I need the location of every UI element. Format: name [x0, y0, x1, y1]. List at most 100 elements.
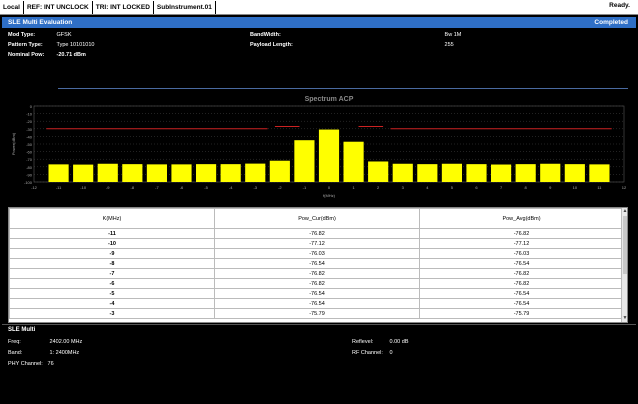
spectrum-bar — [368, 161, 389, 182]
scroll-down-icon[interactable]: ▼ — [622, 315, 628, 321]
x-tick-label: -2 — [278, 185, 282, 190]
x-tick-label: -12 — [31, 185, 38, 190]
table-row[interactable]: -7 -76.82 -76.82 — [9, 268, 624, 279]
y-tick-label: -90 — [26, 172, 33, 177]
reflevel-value: 0.00 dB — [389, 339, 409, 345]
phy-channel-value: 76 — [47, 361, 54, 367]
x-tick-label: 5 — [451, 185, 454, 190]
cell-pow-avg: -76.82 — [419, 268, 624, 279]
table-row[interactable]: -6 -76.82 -76.82 — [9, 278, 624, 289]
x-axis-label: f(MHz) — [323, 193, 336, 198]
ready-status: Ready. — [609, 2, 630, 9]
divider — [58, 88, 628, 89]
payload-length-value: 255 — [444, 42, 454, 48]
sle-multi-summary: SLE Multi — [2, 324, 636, 402]
pattern-type-field: Pattern Type: Type 10101010 — [8, 42, 94, 48]
x-tick-label: -1 — [303, 185, 307, 190]
phy-channel-field: PHY Channel: 76 — [8, 361, 54, 367]
local-indicator: Local — [0, 0, 24, 14]
pattern-type-label: Pattern Type: — [8, 42, 43, 48]
band-label: Band: — [8, 350, 23, 356]
x-tick-label: -9 — [106, 185, 110, 190]
rf-channel-value: 0 — [389, 350, 393, 356]
column-header-pow-avg: Pow_Avg(dBm) — [419, 208, 624, 229]
table-row[interactable]: -11 -76.82 -76.82 — [9, 228, 624, 239]
column-header-k: K(MHz) — [9, 208, 215, 229]
spectrum-bar — [294, 140, 315, 182]
table-row[interactable]: -4 -76.54 -76.54 — [9, 298, 624, 309]
table-scrollbar[interactable]: ▲ ▼ — [621, 208, 627, 322]
nominal-pow-field: Nominal Pow: -20.71 dBm — [8, 52, 86, 58]
spectrum-bar — [589, 164, 610, 182]
y-axis-label: Power(dBm) — [11, 132, 16, 155]
x-tick-label: 9 — [549, 185, 552, 190]
x-tick-label: 7 — [500, 185, 503, 190]
cell-pow-avg: -76.82 — [419, 228, 624, 239]
rf-channel-label: RF Channel: — [352, 350, 383, 356]
bandwidth-value: Bw 1M — [444, 32, 462, 38]
y-tick-label: -70 — [26, 157, 33, 162]
spectrum-bar — [73, 164, 94, 182]
spectrum-bar — [48, 164, 69, 182]
rf-channel-field: RF Channel: 0 — [352, 350, 393, 356]
column-header-pow-cur: Pow_Cur(dBm) — [214, 208, 420, 229]
cell-pow-cur: -76.54 — [214, 298, 420, 309]
table-row[interactable]: -9 -76.03 -76.03 — [9, 248, 624, 259]
bandwidth-field: BandWidth: Bw 1M — [250, 32, 461, 38]
x-tick-label: -4 — [229, 185, 233, 190]
ref-indicator: REF: INT UNCLOCK — [24, 0, 93, 14]
summary-title: SLE Multi — [8, 327, 36, 333]
x-tick-label: 8 — [525, 185, 528, 190]
nominal-pow-value: -20.71 dBm — [56, 52, 86, 58]
cell-k: -7 — [9, 268, 215, 279]
y-tick-label: -10 — [26, 112, 33, 117]
x-tick-label: 6 — [475, 185, 478, 190]
cell-k: -5 — [9, 288, 215, 299]
cell-pow-avg: -76.54 — [419, 258, 624, 269]
spectrum-bar — [122, 164, 143, 182]
x-tick-label: 11 — [597, 185, 602, 190]
table-row[interactable]: -10 -77.12 -77.12 — [9, 238, 624, 249]
reflevel-label: Reflevel: — [352, 339, 374, 345]
x-tick-label: 2 — [377, 185, 380, 190]
cell-k: -4 — [9, 298, 215, 309]
spectrum-bar — [491, 164, 512, 182]
table-header-row: K(MHz) Pow_Cur(dBm) Pow_Avg(dBm) — [9, 208, 624, 229]
spectrum-bar — [466, 164, 487, 182]
cell-pow-avg: -75.79 — [419, 308, 624, 319]
scroll-thumb[interactable] — [623, 216, 627, 274]
x-tick-label: 12 — [622, 185, 627, 190]
bandwidth-label: BandWidth: — [250, 32, 281, 38]
spectrum-bar — [146, 164, 167, 182]
panel-title-bar: SLE Multi Evaluation Completed — [2, 17, 636, 28]
panel-title: SLE Multi Evaluation — [8, 19, 73, 26]
band-field: Band: 1: 2400MHz — [8, 350, 79, 356]
x-tick-label: -10 — [80, 185, 87, 190]
freq-field: Freq: 2402.00 MHz — [8, 339, 82, 345]
spectrum-bar — [392, 163, 413, 182]
table-row[interactable]: -5 -76.54 -76.54 — [9, 288, 624, 299]
band-value: 1: 2400MHz — [49, 350, 80, 356]
chart-title: Spectrum ACP — [305, 96, 354, 103]
scroll-up-icon[interactable]: ▲ — [622, 208, 628, 214]
y-tick-label: -100 — [24, 180, 33, 185]
x-tick-label: -7 — [155, 185, 159, 190]
trigger-indicator: TRI: INT LOCKED — [93, 0, 154, 14]
spectrum-bar — [343, 141, 364, 182]
table-row[interactable]: -8 -76.54 -76.54 — [9, 258, 624, 269]
x-tick-label: -5 — [204, 185, 208, 190]
x-tick-label: -11 — [56, 185, 62, 190]
x-tick-label: 10 — [573, 185, 578, 190]
cell-pow-cur: -76.54 — [214, 258, 420, 269]
mod-type-label: Mod Type: — [8, 32, 36, 38]
spectrum-bar — [269, 160, 290, 182]
x-tick-label: 0 — [328, 185, 331, 190]
acp-table: K(MHz) Pow_Cur(dBm) Pow_Avg(dBm) -11 -76.… — [8, 207, 628, 323]
cell-k: -9 — [9, 248, 215, 259]
spectrum-bar — [196, 164, 217, 182]
spectrum-bar — [515, 164, 536, 182]
spectrum-bar — [564, 164, 585, 182]
y-tick-label: -40 — [26, 134, 33, 139]
freq-value: 2402.00 MHz — [49, 339, 83, 345]
table-row[interactable]: -3 -75.79 -75.79 — [9, 308, 624, 319]
